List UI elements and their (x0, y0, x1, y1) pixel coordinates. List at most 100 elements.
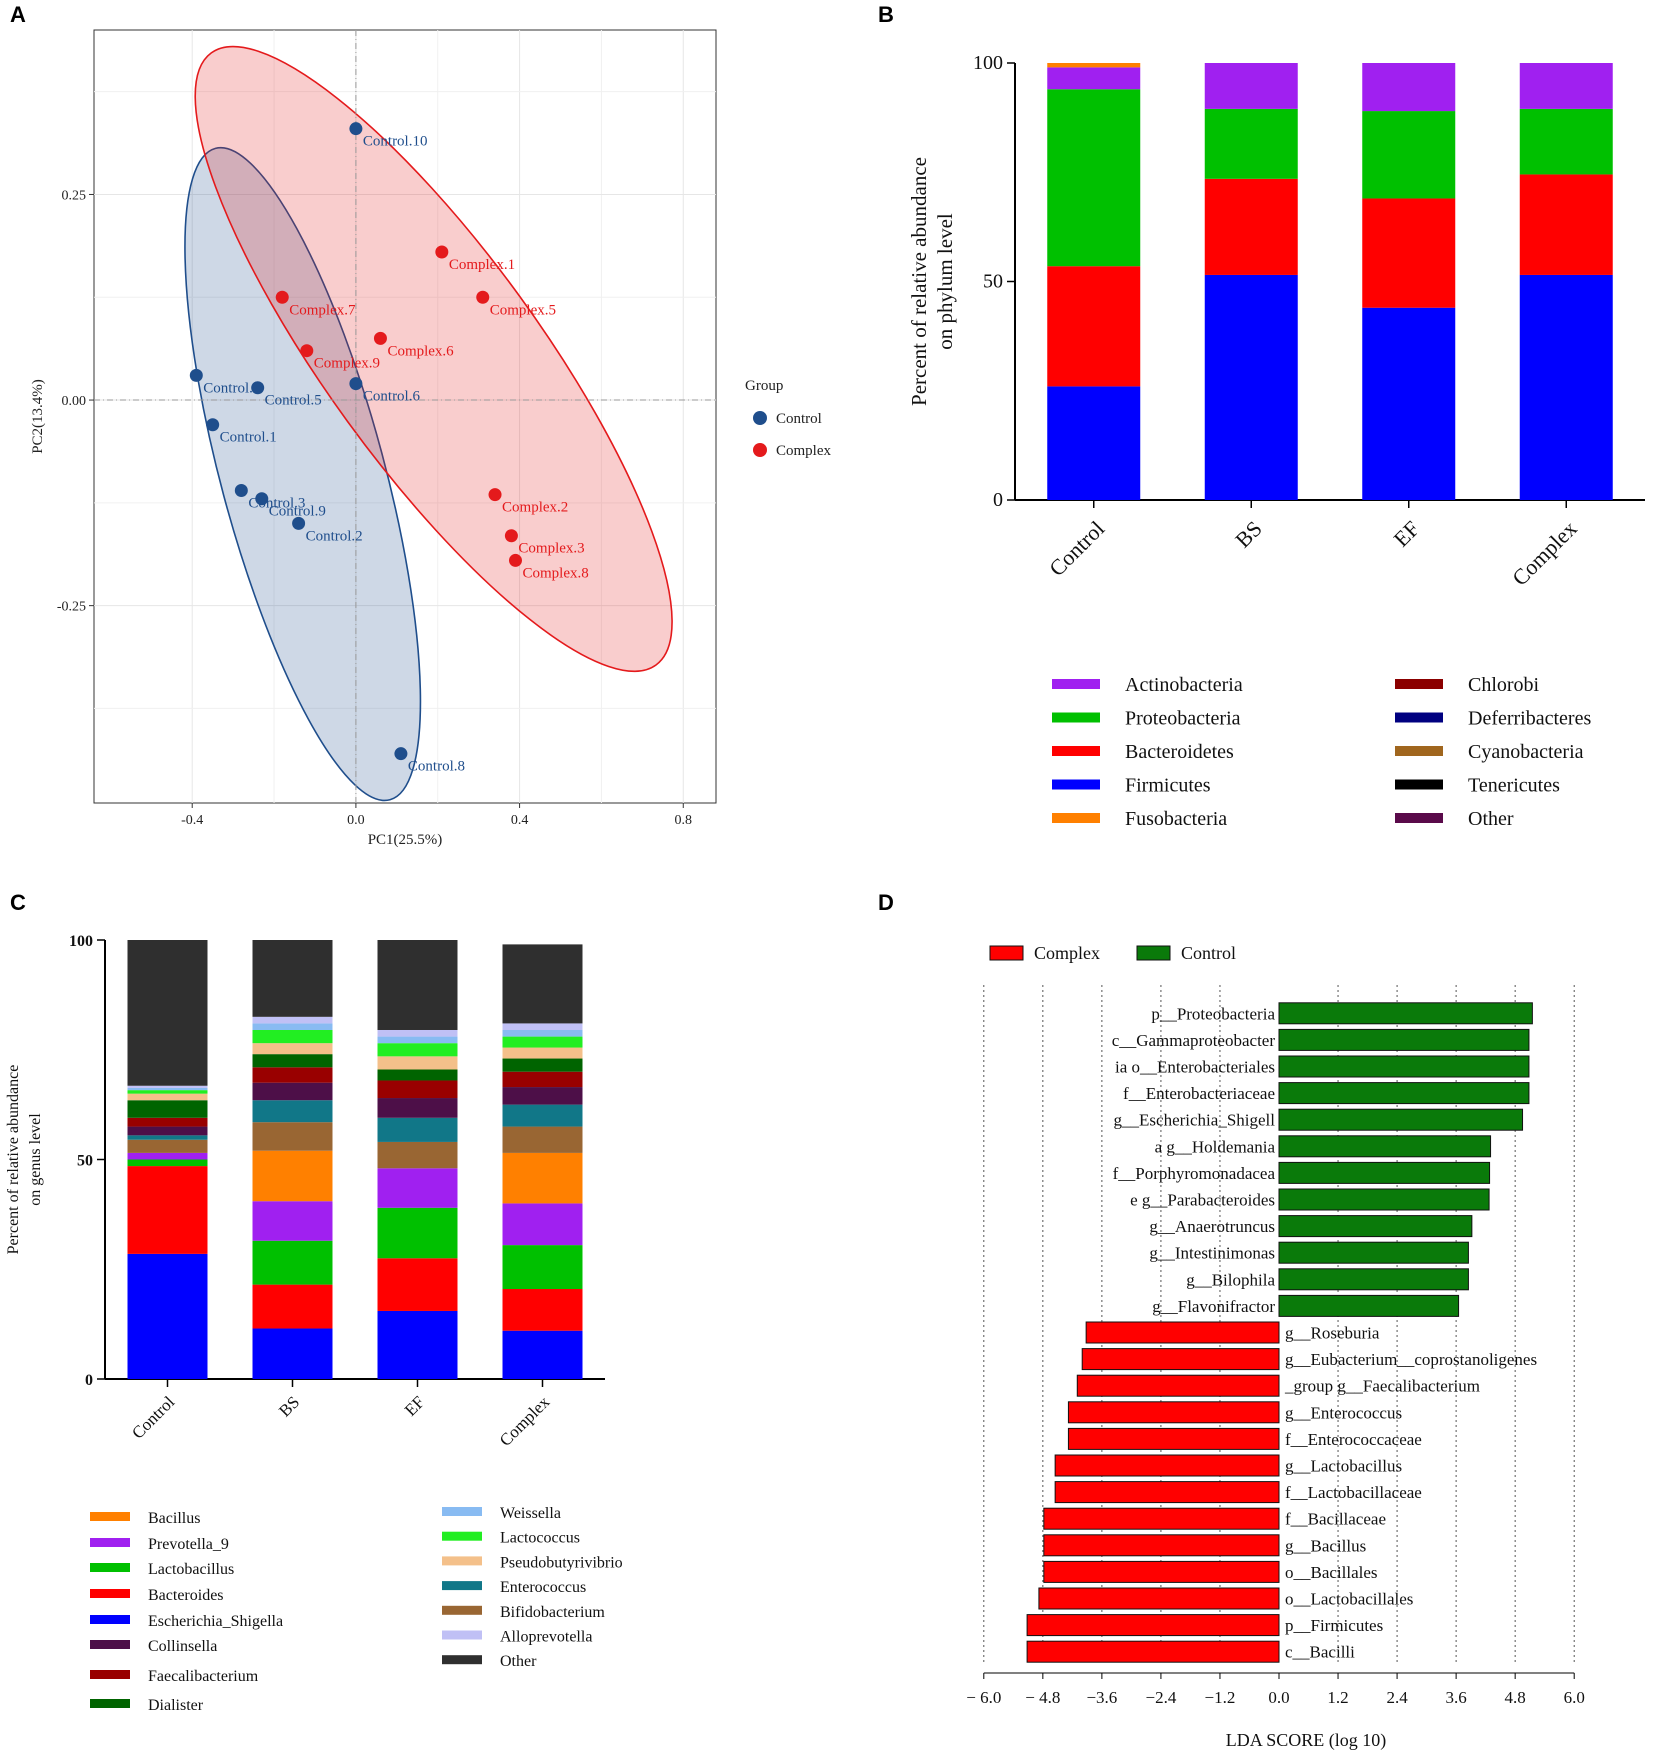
bar-segment-ef-bacteroidetes (1362, 198, 1456, 308)
legend-label-pseudobutyrivibrio: Pseudobutyrivibrio (500, 1554, 623, 1571)
lda-bar-label-f-porphyromonadacea: f__Porphyromonadacea (1113, 1164, 1276, 1183)
y-axis-title: PC2(13.4%) (30, 379, 46, 454)
lda-bar-ia-o-enterobacteriales (1278, 1055, 1530, 1078)
y-tick-label: 0.00 (62, 394, 87, 409)
legend-label-bacillus: Bacillus (148, 1510, 200, 1527)
bar-segment-ef-collinsella (377, 1098, 458, 1118)
bar-segment-control-other (127, 940, 208, 1086)
legend-swatch-bacillus (90, 1512, 130, 1521)
lda-bar-label-c-gammaproteobacter: c__Gammaproteobacter (1112, 1031, 1276, 1050)
lda-bar-label-ia-o-enterobacteriales: ia o__Enterobacteriales (1115, 1058, 1275, 1077)
x-tick-label-bs: BS (275, 1392, 303, 1420)
bar-segment-complex-prevotella-9 (502, 1203, 583, 1246)
bar-segment-bs-escherichia-shigella (252, 1328, 333, 1379)
lda-bar-label-f-lactobacillaceae: f__Lactobacillaceae (1285, 1483, 1422, 1502)
x-tick-label-control: Control (128, 1392, 178, 1442)
lda-bar-c-gammaproteobacter (1278, 1028, 1530, 1051)
x-tick-label: 2.4 (1386, 1688, 1408, 1707)
bar-segment-complex-escherichia-shigella (502, 1330, 583, 1379)
lda-bar-g-enterococcus (1067, 1401, 1280, 1424)
data-point-complex-3 (504, 529, 518, 543)
legend-swatch-other (442, 1655, 482, 1665)
lda-bar-label-o-lactobacillales: o__Lactobacillales (1285, 1590, 1413, 1609)
bar-segment-complex-lactobacillus (502, 1245, 583, 1290)
x-tick-label-ef: EF (401, 1392, 428, 1419)
panel-letter-b: B (878, 2, 894, 27)
lda-bar-label-g-lactobacillus: g__Lactobacillus (1285, 1457, 1402, 1476)
point-label-complex-5: Complex.5 (490, 302, 556, 318)
bar-segment-ef-lactococcus (377, 1043, 458, 1057)
panel-letter-a: A (10, 2, 26, 27)
lda-bar-label-p-proteobacteria: p__Proteobacteria (1151, 1004, 1275, 1023)
lda-bar-label-p-firmicutes: p__Firmicutes (1285, 1616, 1383, 1635)
bar-segment-ef-alloprevotella (377, 1029, 458, 1037)
bar-segment-bs-actinobacteria (1204, 63, 1298, 109)
bar-segment-bs-firmicutes (1204, 274, 1298, 500)
legend-label-cyanobacteria: Cyanobacteria (1468, 741, 1584, 763)
legend-label-faecalibacterium: Faecalibacterium (148, 1668, 259, 1685)
bar-segment-control-dialister (127, 1100, 208, 1118)
legend-swatch-dialister (90, 1699, 130, 1708)
y-axis-title-line1: Percent of relative abundance (907, 157, 931, 406)
x-tick-label: -0.4 (181, 813, 203, 828)
bar-segment-control-weissella (127, 1087, 208, 1091)
lda-bar-g-intestinimonas (1278, 1241, 1469, 1264)
bar-segment-control-bacteroidetes (1047, 266, 1141, 387)
point-label-control-5: Control.5 (265, 393, 322, 409)
bar-segment-complex-actinobacteria (1519, 63, 1613, 109)
bar-segment-ef-firmicutes (1362, 307, 1456, 500)
panel-letter-d: D (878, 890, 894, 915)
x-tick-label: 0.4 (511, 813, 529, 828)
lda-bar-label-g-escherichia-shigell: g__Escherichia_Shigell (1114, 1111, 1276, 1130)
legend-swatch-firmicutes (1052, 779, 1100, 790)
y-tick-label: 0.25 (62, 188, 87, 203)
data-point-control-5 (251, 381, 265, 395)
y-axis-title-line2: on genus level (27, 1113, 44, 1206)
lda-bar-e-g-parabacteroides (1278, 1188, 1490, 1211)
legend-swatch-escherichia-shigella (90, 1615, 130, 1624)
data-point-control-3 (234, 484, 248, 498)
legend-marker-complex (753, 443, 767, 457)
bar-segment-complex-bacteroidetes (1519, 174, 1613, 275)
legend-label-complex: Complex (776, 443, 831, 459)
lda-bar-o-lactobacillales (1038, 1587, 1280, 1610)
legend-label-complex: Complex (1034, 943, 1100, 963)
y-tick-label: 0 (85, 1372, 93, 1389)
legend-label-bifidobacterium: Bifidobacterium (500, 1604, 605, 1621)
bar-segment-bs-pseudobutyrivibrio (252, 1043, 333, 1055)
bar-segment-bs-alloprevotella (252, 1016, 333, 1024)
lda-bar-f-lactobacillaceae (1054, 1481, 1280, 1504)
lda-bar-g-bilophila (1278, 1268, 1469, 1291)
lda-bar-g-eubacterium-coprostanoligenes (1081, 1348, 1280, 1371)
x-tick-label: 1.2 (1327, 1688, 1348, 1707)
bar-segment-control-proteobacteria (1047, 89, 1141, 267)
lda-bar-f-enterobacteriaceae (1278, 1082, 1530, 1105)
lda-bar-label-g-roseburia: g__Roseburia (1285, 1324, 1380, 1343)
legend-label-lactobacillus: Lactobacillus (148, 1561, 234, 1578)
point-label-complex-6: Complex.6 (387, 343, 454, 359)
lda-bar-p-firmicutes (1026, 1614, 1280, 1637)
data-point-control-9 (255, 492, 269, 506)
x-tick-label: − 4.8 (1025, 1688, 1060, 1707)
bar-segment-ef-proteobacteria (1362, 111, 1456, 199)
bar-segment-complex-dialister (502, 1058, 583, 1072)
legend-label-alloprevotella: Alloprevotella (500, 1629, 592, 1646)
y-tick-label: -0.25 (57, 600, 86, 615)
bar-segment-ef-enterococcus (377, 1117, 458, 1142)
bar-segment-ef-dialister (377, 1069, 458, 1081)
bar-segment-bs-prevotella-9 (252, 1201, 333, 1241)
bar-segment-complex-bacillus (502, 1152, 583, 1204)
point-label-control-2: Control.2 (306, 528, 363, 544)
legend-swatch-cyanobacteria (1395, 746, 1443, 756)
bar-segment-ef-bacteroides (377, 1258, 458, 1311)
legend-label-bacteroidetes: Bacteroidetes (1125, 741, 1234, 763)
y-tick-label: 50 (77, 1153, 93, 1170)
data-point-complex-9 (300, 344, 314, 358)
legend-swatch-deferribacteres (1395, 712, 1443, 723)
lda-bar-label-g-flavonifractor: g__Flavonifractor (1152, 1297, 1275, 1316)
legend-label-control: Control (776, 411, 822, 427)
bar-segment-complex-pseudobutyrivibrio (502, 1047, 583, 1059)
x-tick-label-control: Control (1044, 516, 1109, 581)
bar-segment-complex-collinsella (502, 1087, 583, 1105)
